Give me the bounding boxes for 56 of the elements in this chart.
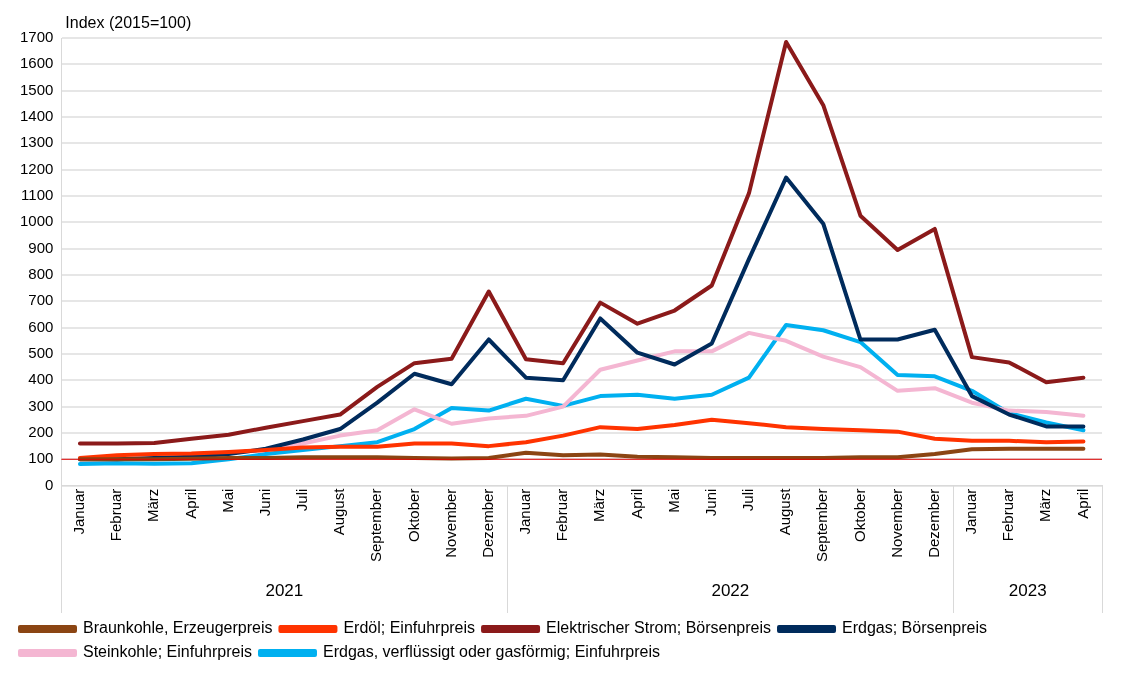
y-tick-label: 200 bbox=[28, 423, 54, 441]
x-tick-label: Februar bbox=[999, 488, 1017, 542]
x-tick-label: Juli bbox=[739, 488, 757, 512]
x-tick-label: März bbox=[590, 488, 608, 522]
x-tick-label: November bbox=[887, 488, 905, 558]
x-tick-label: Juni bbox=[701, 488, 719, 517]
y-tick-label: 1200 bbox=[19, 159, 54, 177]
y-tick-label: 1600 bbox=[19, 54, 54, 72]
x-tick-label: April bbox=[1073, 488, 1091, 519]
text: 2021 bbox=[265, 580, 304, 600]
x-tick-label: März bbox=[1036, 488, 1054, 522]
x-tick-label: Dezember bbox=[478, 488, 496, 558]
y-tick-label: 1100 bbox=[21, 186, 54, 204]
y-tick-label: 700 bbox=[28, 291, 54, 309]
y-tick-label: 300 bbox=[28, 396, 54, 414]
legend-label: Braunkohle, Erzeugerpreis bbox=[83, 619, 273, 637]
legend-label: Steinkohle; Einfuhrpreis bbox=[83, 643, 252, 661]
x-tick-label: Februar bbox=[553, 488, 571, 542]
x-tick-label: September bbox=[813, 488, 831, 562]
x-tick-label: April bbox=[627, 488, 645, 519]
x-tick-label: Mai bbox=[664, 488, 682, 513]
x-tick-label: März bbox=[144, 488, 162, 522]
x-tick-label: August bbox=[776, 487, 794, 536]
y-tick-label: 600 bbox=[28, 317, 54, 335]
y-tick-label: 1500 bbox=[19, 80, 54, 98]
y-tick-label: 0 bbox=[45, 475, 54, 493]
legend-label: Elektrischer Strom; Börsenpreis bbox=[546, 619, 772, 637]
y-tick-label: 900 bbox=[28, 238, 54, 256]
y-tick-label: 500 bbox=[28, 344, 54, 362]
x-tick-label: Mai bbox=[218, 488, 236, 513]
x-tick-label: November bbox=[441, 488, 459, 558]
x-tick-label: Oktober bbox=[404, 488, 422, 542]
y-tick-label: 800 bbox=[28, 265, 54, 283]
legend-label: Erdöl; Einfuhrpreis bbox=[343, 619, 476, 637]
x-tick-label: Juli bbox=[293, 488, 311, 512]
x-tick-label: Januar bbox=[516, 488, 534, 535]
y-tick-label: 1700 bbox=[19, 28, 54, 46]
y-tick-label: 100 bbox=[28, 449, 54, 467]
legend-label: Erdgas; Börsenpreis bbox=[842, 619, 987, 637]
x-tick-label: April bbox=[181, 488, 199, 519]
text: 2022 bbox=[711, 580, 750, 600]
x-tick-label: Juni bbox=[255, 488, 273, 517]
x-tick-label: Dezember bbox=[924, 488, 942, 558]
y-tick-label: 1000 bbox=[19, 212, 54, 230]
x-tick-label: September bbox=[367, 488, 385, 562]
legend-label: Erdgas, verflüssigt oder gasförmig; Einfuhrpreis bbox=[322, 643, 661, 661]
x-tick-label: August bbox=[330, 487, 348, 536]
x-tick-label: Oktober bbox=[850, 488, 868, 542]
text: 2023 bbox=[1008, 580, 1047, 600]
x-tick-label: Februar bbox=[107, 488, 125, 542]
y-tick-label: 1400 bbox=[19, 107, 54, 125]
y-tick-label: 1300 bbox=[19, 133, 54, 151]
y-tick-label: 400 bbox=[28, 370, 54, 388]
x-tick-label: Januar bbox=[70, 488, 88, 535]
y-axis-title: Index (2015=100) bbox=[65, 14, 192, 32]
x-tick-label: Januar bbox=[962, 488, 980, 535]
